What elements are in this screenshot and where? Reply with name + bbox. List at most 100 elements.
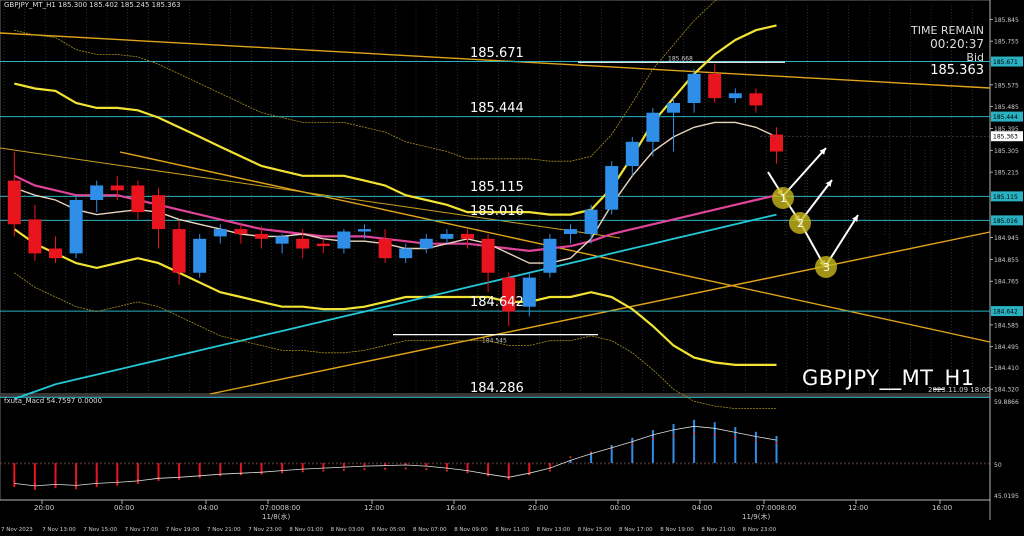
bearish-candle xyxy=(110,185,124,191)
macd-signal-dot xyxy=(239,473,242,476)
time-axis-date-label: 7 Nov 2023 xyxy=(1,527,33,533)
horizontal-level-label: 185.444 xyxy=(470,100,524,116)
macd-signal-dot xyxy=(363,468,366,471)
ascending-trendline xyxy=(209,231,991,395)
macd-signal-dot xyxy=(651,438,654,441)
bearish-candle xyxy=(234,229,248,234)
bullish-candle xyxy=(90,185,104,200)
price-tag: 184.642 xyxy=(993,309,1018,316)
price-tag-bg xyxy=(991,191,1023,202)
time-axis-label: 16:00 xyxy=(932,504,952,512)
macd-signal-dot xyxy=(466,471,469,474)
macd-signal-dot xyxy=(693,432,696,435)
time-axis-label: 00:00 xyxy=(114,504,134,512)
bullish-candle xyxy=(337,231,351,249)
bullish-candle xyxy=(358,229,371,232)
projection-arrow xyxy=(782,147,827,197)
bullish-candle xyxy=(399,248,413,259)
time-axis-date-label: 8 Nov 07:00 xyxy=(413,527,447,533)
time-axis-date-label: 8 Nov 23:00 xyxy=(743,527,777,533)
time-axis-date-label: 8 Nov 09:00 xyxy=(454,527,488,533)
price-tick-label: 185.305 xyxy=(994,148,1019,155)
macd-signal-dot xyxy=(590,451,593,454)
macd-axis-label: 59.8866 xyxy=(994,399,1019,406)
bullish-candle xyxy=(69,200,83,254)
macd-signal-dot xyxy=(342,468,345,471)
price-tag: 185.363 xyxy=(993,134,1018,141)
macd-signal-dot xyxy=(322,469,325,472)
projection-arrow-head xyxy=(852,215,858,222)
bullish-candle xyxy=(625,141,639,167)
time-axis-label: 16:00 xyxy=(446,504,466,512)
time-axis-date-label: 8 Nov 19:00 xyxy=(660,527,694,533)
bullish-candle xyxy=(440,233,454,239)
macd-signal-dot xyxy=(75,481,78,484)
price-tag-bg xyxy=(991,306,1023,317)
bullish-candle xyxy=(687,73,701,103)
time-axis-label: 00:00 xyxy=(610,504,630,512)
price-tick-label: 184.765 xyxy=(994,279,1019,286)
time-axis-date-label: 8 Nov 03:00 xyxy=(331,527,365,533)
bearish-candle xyxy=(502,277,516,312)
macd-axis-label: 45.0195 xyxy=(994,493,1019,500)
macd-signal-dot xyxy=(116,479,119,482)
resistance-trendline xyxy=(0,32,991,89)
bullish-candle xyxy=(522,277,536,307)
time-axis-date-label: 8 Nov 21:00 xyxy=(701,527,735,533)
macd-panel-frame xyxy=(0,395,991,501)
horizontal-level-label: 185.115 xyxy=(470,180,524,196)
macd-signal-dot xyxy=(33,482,36,485)
time-axis-label: 20:00 xyxy=(528,504,548,512)
time-axis-date-label: 7 Nov 17:00 xyxy=(125,527,159,533)
descending-trendline-2 xyxy=(0,147,621,239)
symbol-watermark: GBPJPY__MT_H1 xyxy=(802,366,975,390)
low-mark-label: 184.545 xyxy=(482,338,507,345)
macd-signal-dot xyxy=(569,456,572,459)
bearish-candle xyxy=(296,238,310,249)
time-axis-label: 12:00 xyxy=(364,504,384,512)
bearish-candle xyxy=(708,73,722,99)
macd-line xyxy=(14,425,777,487)
macd-signal-dot xyxy=(548,469,551,472)
outer-band-lower xyxy=(14,272,777,410)
bullish-candle xyxy=(193,238,207,273)
macd-indicator-label: fxuta_Macd 54.7597 0.0000 xyxy=(4,397,103,405)
wave-point-marker xyxy=(815,256,837,278)
bearish-candle xyxy=(255,233,268,239)
horizontal-level-label: 184.286 xyxy=(470,381,524,397)
price-tick-label: 184.945 xyxy=(994,235,1019,242)
bearish-candle xyxy=(131,185,145,213)
horizontal-level-label: 185.671 xyxy=(470,45,524,61)
macd-signal-dot xyxy=(713,433,716,436)
time-axis-label: 04:00 xyxy=(198,504,218,512)
high-mark-label: 185.668 xyxy=(668,55,693,62)
macd-axis-label: 50 xyxy=(994,462,1002,469)
wave-point-marker xyxy=(789,212,811,234)
time-remain-label: TIME REMAIN xyxy=(911,24,984,37)
price-tag: 185.444 xyxy=(993,114,1018,121)
time-axis-date-label: 7 Nov 21:00 xyxy=(207,527,241,533)
wave-point-number: 1 xyxy=(780,192,787,205)
time-axis-day-label: 11/9(木) xyxy=(742,512,770,521)
projection-arrow-head xyxy=(825,180,832,187)
bollinger-lower-band xyxy=(13,228,777,366)
macd-signal-dot xyxy=(631,442,634,445)
time-axis-date-label: 8 Nov 05:00 xyxy=(372,527,406,533)
bearish-candle xyxy=(152,195,165,230)
bullish-candle xyxy=(213,229,227,237)
macd-signal-dot xyxy=(754,439,757,442)
bearish-candle xyxy=(378,238,392,259)
bearish-candle xyxy=(28,219,42,254)
bullish-candle xyxy=(728,93,742,99)
price-tick-label: 185.215 xyxy=(994,170,1019,177)
macd-signal-dot xyxy=(384,467,387,470)
time-axis-label: 12:00 xyxy=(848,504,868,512)
macd-signal-dot xyxy=(54,481,57,484)
time-axis-day-label: 11/8(水) xyxy=(262,512,290,521)
time-axis-date-label: 8 Nov 11:00 xyxy=(495,527,529,533)
macd-signal-dot xyxy=(425,468,428,471)
wave-point-marker xyxy=(772,187,794,209)
price-tag-bg xyxy=(991,131,1023,142)
bar-date-label: 2023.11.09 18:00 xyxy=(928,386,991,394)
